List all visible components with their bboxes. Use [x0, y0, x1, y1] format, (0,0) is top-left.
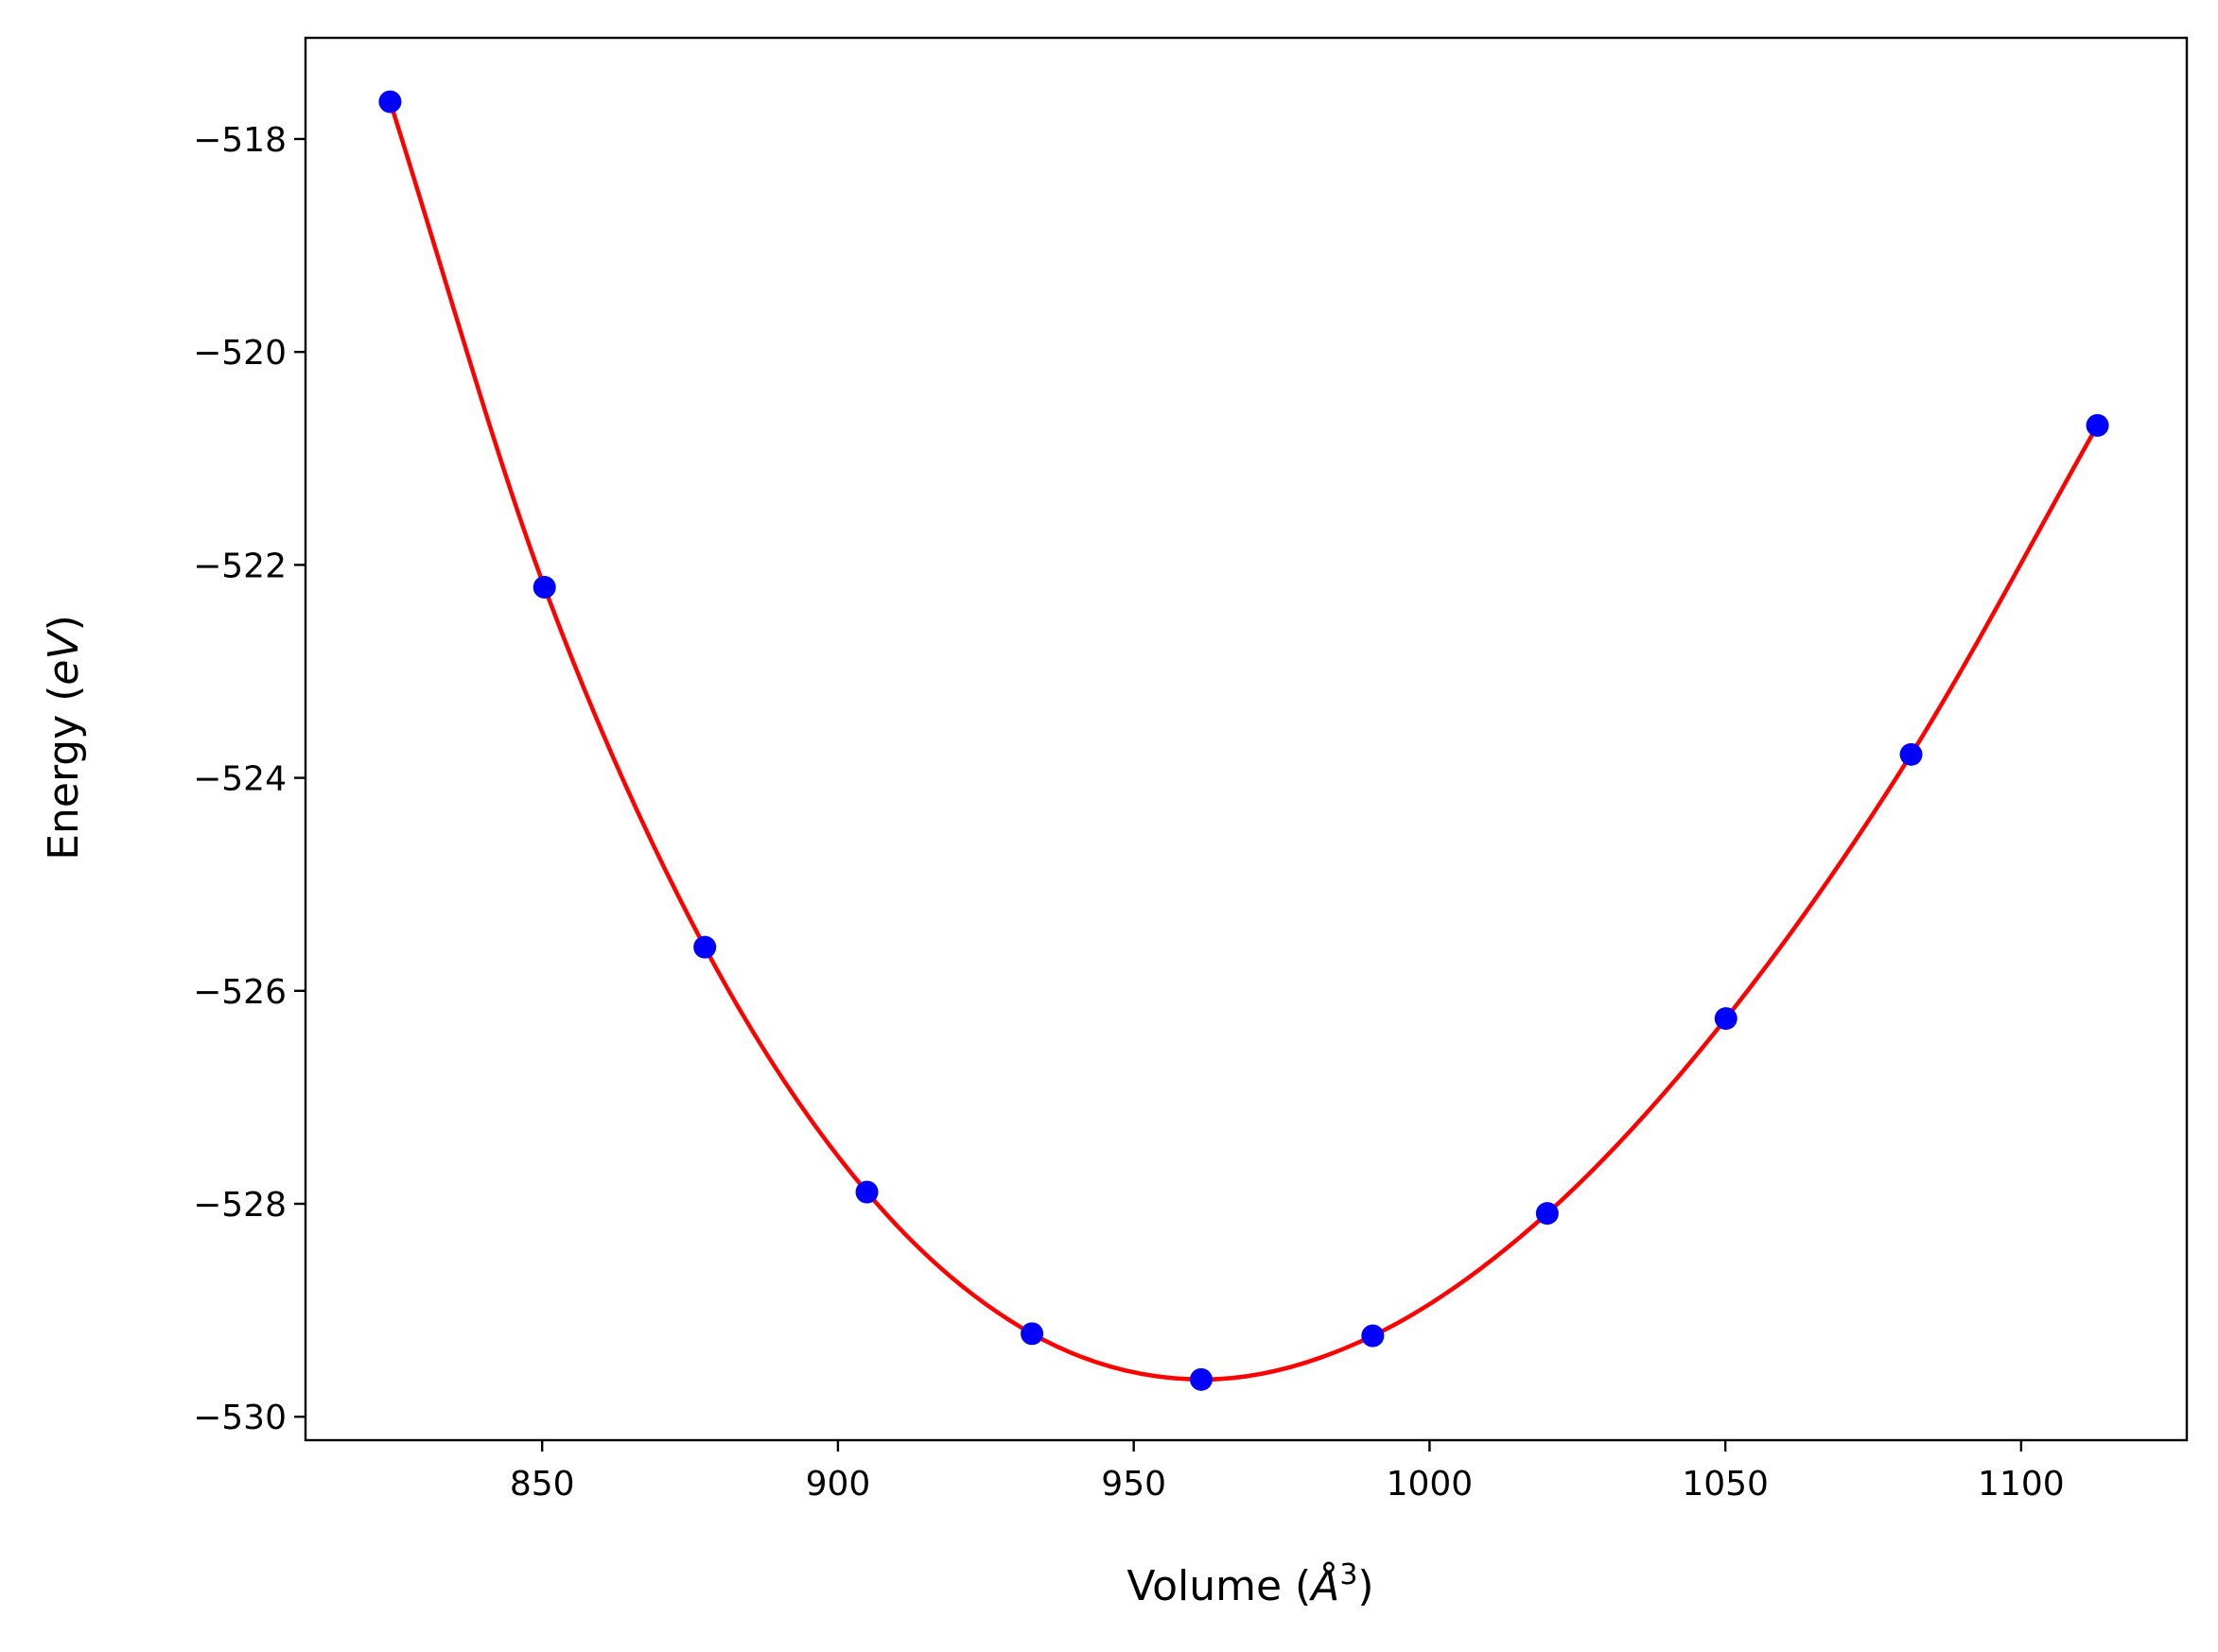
data-point: [1535, 1202, 1559, 1226]
x-tick-label: 1000: [1387, 1465, 1474, 1504]
data-point: [693, 935, 717, 959]
x-tick-label: 950: [1101, 1465, 1166, 1504]
y-axis-label: Energy (eV): [40, 615, 88, 861]
y-axis-label-unit: eV: [40, 629, 88, 686]
y-tick-label: −524: [193, 760, 287, 799]
x-axis-label-close: ): [1357, 1562, 1373, 1610]
data-points-layer: [378, 90, 2109, 1391]
data-point: [533, 576, 556, 600]
y-axis-ticks: −518 −520 −522 −524 −526 −528 −530: [193, 121, 306, 1437]
data-point: [1714, 1007, 1738, 1031]
x-axis-ticks: 850 900 950 1000 1050 1100: [510, 1440, 2065, 1504]
y-tick-label: −526: [193, 973, 287, 1012]
x-tick-label: 850: [510, 1465, 575, 1504]
x-axis-label: Volume (Å3): [1126, 1558, 1373, 1611]
x-tick-label: 900: [806, 1465, 871, 1504]
fit-curve-line: [388, 100, 2100, 1382]
data-point: [2086, 413, 2109, 437]
data-point: [1189, 1367, 1213, 1391]
data-point: [1021, 1322, 1044, 1346]
y-tick-label: −530: [193, 1399, 287, 1437]
y-tick-label: −518: [193, 121, 287, 160]
fit-curve-layer: [388, 100, 2100, 1382]
data-point: [1361, 1324, 1385, 1348]
data-point: [855, 1180, 879, 1204]
y-axis-label-main: Energy (: [40, 686, 88, 861]
x-tick-label: 1100: [1978, 1465, 2065, 1504]
data-point: [378, 90, 402, 113]
data-point: [1899, 742, 1923, 766]
y-axis-label-close: ): [40, 615, 88, 631]
plot-frame: [304, 36, 2189, 1442]
x-axis-label-main: Volume (: [1126, 1562, 1311, 1610]
x-tick-label: 1050: [1682, 1465, 1769, 1504]
x-axis-label-unit: Å: [1308, 1560, 1339, 1610]
y-tick-label: −522: [193, 547, 287, 585]
x-axis-label-superscript: 3: [1339, 1558, 1357, 1591]
y-tick-label: −528: [193, 1186, 287, 1225]
y-tick-label: −520: [193, 334, 287, 373]
